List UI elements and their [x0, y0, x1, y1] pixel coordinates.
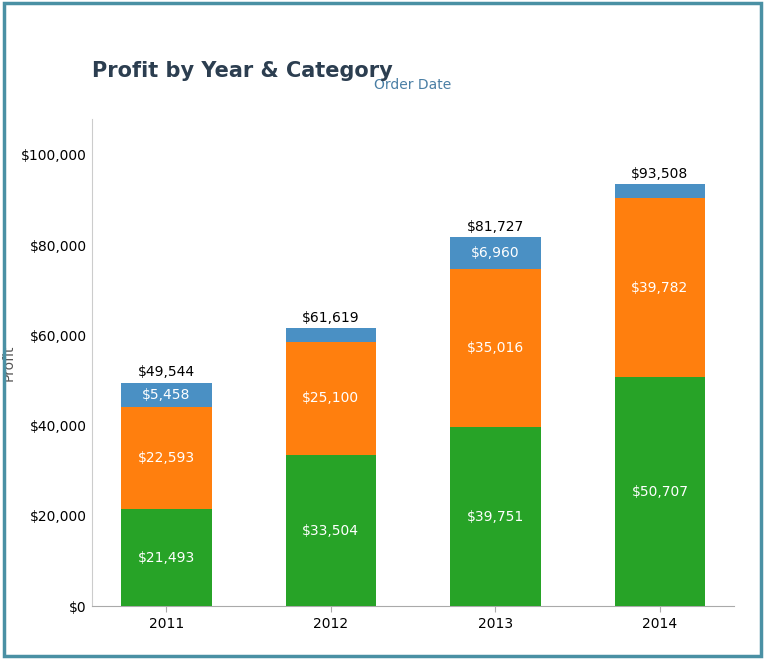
Text: $61,619: $61,619	[302, 311, 360, 325]
Text: $33,504: $33,504	[302, 524, 360, 538]
Text: $35,016: $35,016	[467, 341, 524, 355]
Text: Profit by Year & Category: Profit by Year & Category	[92, 61, 392, 81]
Bar	[121, 509, 211, 606]
Bar	[615, 198, 705, 378]
Bar	[450, 427, 541, 606]
Text: $49,544: $49,544	[138, 365, 195, 380]
Bar	[121, 383, 211, 407]
Text: $39,751: $39,751	[467, 509, 524, 523]
Text: $25,100: $25,100	[302, 391, 360, 405]
Text: $81,727: $81,727	[467, 220, 524, 234]
Bar	[615, 378, 705, 606]
Bar	[285, 328, 376, 341]
Bar	[615, 184, 705, 198]
Y-axis label: Profit: Profit	[2, 344, 15, 381]
Bar	[121, 407, 211, 509]
Text: $50,707: $50,707	[631, 485, 688, 499]
Text: $5,458: $5,458	[142, 388, 190, 402]
Text: $39,782: $39,782	[631, 281, 688, 295]
Text: Order Date: Order Date	[375, 78, 451, 92]
Text: $22,593: $22,593	[138, 451, 195, 465]
Bar	[450, 269, 541, 427]
Bar	[285, 455, 376, 606]
Text: $21,493: $21,493	[138, 551, 195, 565]
Text: $93,508: $93,508	[631, 167, 688, 181]
Bar	[285, 341, 376, 455]
Bar	[450, 237, 541, 269]
Text: $6,960: $6,960	[471, 246, 519, 260]
